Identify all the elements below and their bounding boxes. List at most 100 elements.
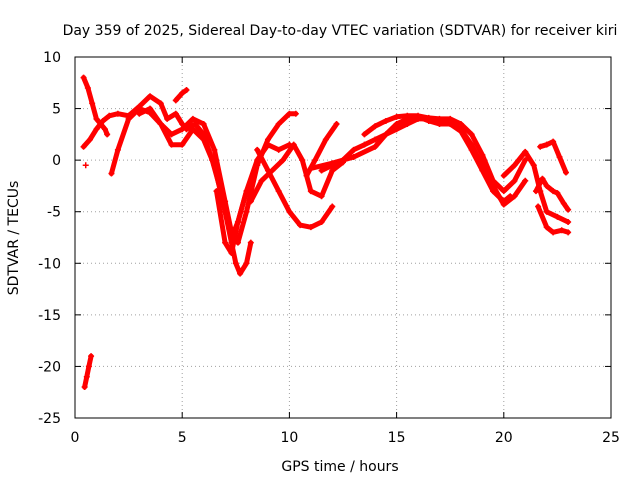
data-point bbox=[543, 182, 550, 189]
data-point bbox=[543, 208, 550, 215]
data-point bbox=[81, 384, 88, 391]
data-point bbox=[522, 148, 529, 155]
data-point bbox=[275, 146, 282, 153]
x-tick-label: 25 bbox=[602, 430, 620, 446]
data-point bbox=[307, 224, 314, 231]
data-point bbox=[168, 131, 175, 138]
data-point bbox=[329, 160, 336, 167]
y-tick-label: 10 bbox=[43, 50, 61, 66]
data-point bbox=[286, 110, 293, 117]
data-point bbox=[312, 157, 319, 164]
data-point bbox=[114, 110, 121, 117]
data-point bbox=[350, 146, 357, 153]
data-point bbox=[565, 229, 572, 236]
data-point bbox=[211, 146, 218, 153]
y-tick-labels: -25 -20 -15 -10 -5 0 5 10 bbox=[38, 50, 61, 427]
data-point bbox=[102, 126, 109, 133]
y-tick-label: -10 bbox=[38, 256, 61, 272]
data-point bbox=[189, 126, 196, 133]
data-point bbox=[322, 136, 329, 143]
grid bbox=[75, 57, 611, 418]
data-point bbox=[550, 138, 557, 145]
series-arc-m bbox=[501, 149, 571, 225]
chart-title: Day 359 of 2025, Sidereal Day-to-day VTE… bbox=[63, 23, 618, 39]
data-point bbox=[228, 249, 235, 256]
data-point bbox=[179, 126, 186, 133]
data-point bbox=[372, 123, 379, 130]
data-point bbox=[189, 115, 196, 122]
data-point bbox=[85, 363, 92, 370]
data-point bbox=[213, 188, 220, 195]
x-axis-label: GPS time / hours bbox=[281, 459, 398, 475]
data-point bbox=[136, 110, 143, 117]
data-point bbox=[543, 141, 550, 148]
data-point bbox=[87, 136, 94, 143]
data-point bbox=[164, 115, 171, 122]
data-point bbox=[258, 177, 265, 184]
data-point bbox=[318, 167, 325, 174]
data-point bbox=[106, 112, 113, 119]
data-point bbox=[530, 162, 537, 169]
data-point bbox=[168, 141, 175, 148]
x-tick-label: 0 bbox=[71, 430, 80, 446]
data-point bbox=[84, 84, 91, 91]
y-tick-label: -5 bbox=[47, 205, 61, 221]
data-point bbox=[147, 105, 154, 112]
data-point bbox=[237, 270, 244, 277]
data-point bbox=[279, 157, 286, 164]
data-point bbox=[290, 141, 297, 148]
y-tick-label: -20 bbox=[38, 359, 61, 375]
y-axis-label: SDTVAR / TECUs bbox=[6, 181, 22, 296]
data-point bbox=[468, 141, 475, 148]
data-point bbox=[372, 136, 379, 143]
data-point bbox=[550, 188, 557, 195]
data-point bbox=[333, 121, 340, 128]
data-point bbox=[136, 105, 143, 112]
data-point bbox=[382, 131, 389, 138]
data-point bbox=[318, 193, 325, 200]
data-point bbox=[565, 206, 572, 213]
series-arc-l bbox=[361, 113, 528, 194]
data-point bbox=[243, 188, 250, 195]
data-point bbox=[264, 167, 271, 174]
data-point bbox=[222, 198, 229, 205]
data-point bbox=[447, 115, 454, 122]
series-arc-g bbox=[248, 142, 346, 204]
data-point bbox=[172, 97, 179, 104]
data-point bbox=[89, 100, 96, 107]
data-point bbox=[560, 200, 567, 207]
data-point bbox=[468, 131, 475, 138]
data-point bbox=[172, 110, 179, 117]
data-point bbox=[234, 219, 241, 226]
data-point bbox=[275, 121, 282, 128]
x-tick-label: 10 bbox=[280, 430, 298, 446]
data-point bbox=[436, 121, 443, 128]
data-point bbox=[108, 170, 115, 177]
data-point bbox=[404, 121, 411, 128]
data-point bbox=[543, 224, 550, 231]
data-point bbox=[247, 198, 254, 205]
data-point bbox=[286, 208, 293, 215]
data-point bbox=[511, 193, 518, 200]
data-point bbox=[550, 229, 557, 236]
x-tick-labels: 0 5 10 15 20 25 bbox=[71, 430, 620, 446]
axis-ticks bbox=[74, 56, 612, 419]
data-point bbox=[436, 115, 443, 122]
series-arc-h bbox=[254, 147, 335, 230]
data-point bbox=[404, 112, 411, 119]
data-point bbox=[532, 188, 539, 195]
data-point bbox=[147, 93, 154, 100]
data-point bbox=[275, 188, 282, 195]
data-point bbox=[329, 167, 336, 174]
data-point bbox=[247, 239, 254, 246]
data-point bbox=[522, 177, 529, 184]
data-point bbox=[556, 154, 563, 161]
data-point bbox=[318, 219, 325, 226]
data-point bbox=[393, 121, 400, 128]
data-point bbox=[500, 201, 507, 208]
x-tick-label: 15 bbox=[388, 430, 406, 446]
data-point bbox=[372, 143, 379, 150]
outlier-point bbox=[82, 162, 89, 169]
data-point bbox=[535, 203, 542, 210]
data-point bbox=[565, 219, 572, 226]
